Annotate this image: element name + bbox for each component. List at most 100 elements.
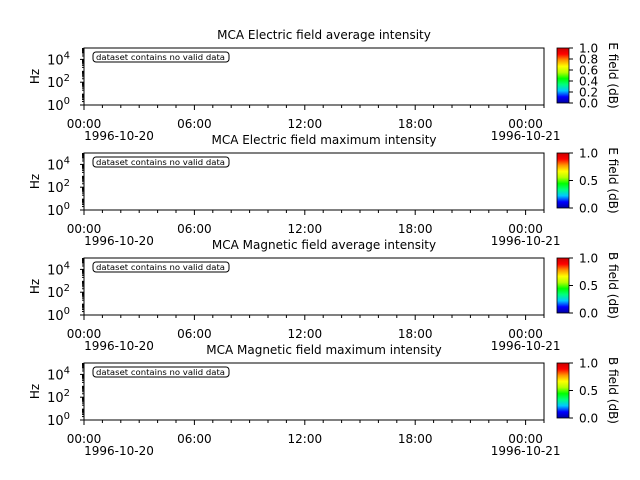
x-date-start: 1996-10-20: [84, 339, 154, 353]
x-tick-label: 18:00: [398, 117, 433, 131]
no-data-annotation: dataset contains no valid data: [92, 156, 230, 168]
x-date-start: 1996-10-20: [84, 234, 154, 248]
y-tick-exponent: 4: [64, 260, 70, 271]
annotation-box: [92, 51, 230, 63]
colorbar-tick-label: 0.5: [579, 384, 598, 398]
colorbar-label: B field (dB): [606, 357, 620, 424]
chart-title: MCA Magnetic field average intensity: [212, 238, 436, 252]
y-tick-label: 104: [47, 155, 70, 173]
y-tick-label: 100: [47, 96, 70, 114]
colorbar-label: E field (dB): [606, 147, 620, 213]
x-tick-label: 12:00: [288, 117, 323, 131]
panel-4: MCA Magnetic field maximum intensity1001…: [28, 343, 620, 458]
x-tick-label: 00:00: [67, 222, 102, 236]
annotation-text: dataset contains no valid data: [96, 368, 225, 377]
y-tick-label: 104: [47, 50, 70, 68]
colorbar-tick-label: 0.0: [579, 202, 598, 216]
colorbar-tick-label: 0.5: [579, 279, 598, 293]
colorbar: [557, 363, 569, 418]
colorbar-frame: [556, 47, 570, 104]
y-tick-exponent: 2: [64, 73, 70, 84]
y-axis-label: Hz: [28, 69, 42, 84]
x-tick-label: 18:00: [398, 432, 433, 446]
y-tick-exponent: 0: [64, 96, 70, 107]
colorbar: [557, 153, 569, 208]
x-tick-label: 12:00: [288, 222, 323, 236]
y-tick-exponent: 0: [64, 201, 70, 212]
y-axis-label: Hz: [28, 279, 42, 294]
y-axis-label: Hz: [28, 174, 42, 189]
y-tick-label: 104: [47, 260, 70, 278]
y-tick-base: 10: [47, 263, 64, 278]
y-tick-label: 100: [47, 306, 70, 324]
y-tick-exponent: 4: [64, 155, 70, 166]
x-tick-label: 06:00: [177, 327, 212, 341]
x-date-end: 1996-10-21: [491, 129, 561, 143]
y-tick-base: 10: [47, 53, 64, 68]
annotation-text: dataset contains no valid data: [96, 53, 225, 62]
x-date-start: 1996-10-20: [84, 129, 154, 143]
x-tick-label: 18:00: [398, 222, 433, 236]
y-tick-base: 10: [47, 391, 64, 406]
x-tick-label: 00:00: [508, 222, 543, 236]
colorbar-tick-label: 1.0: [579, 147, 598, 161]
colorbar-tick-label: 1.0: [579, 357, 598, 371]
x-tick-label: 00:00: [67, 327, 102, 341]
y-tick-exponent: 2: [64, 388, 70, 399]
annotation-text: dataset contains no valid data: [96, 263, 225, 272]
x-tick-label: 00:00: [67, 117, 102, 131]
y-tick-base: 10: [47, 158, 64, 173]
annotation-text: dataset contains no valid data: [96, 158, 225, 167]
y-axis-label: Hz: [28, 384, 42, 399]
y-tick-label: 102: [47, 388, 70, 406]
x-tick-label: 06:00: [177, 222, 212, 236]
colorbar-tick-label: 0.0: [579, 97, 598, 111]
y-tick-base: 10: [47, 368, 64, 383]
x-tick-label: 00:00: [508, 432, 543, 446]
colorbar-tick-label: 1.0: [579, 42, 598, 56]
colorbar-tick-label: 0.0: [579, 307, 598, 321]
y-tick-exponent: 0: [64, 306, 70, 317]
y-tick-base: 10: [47, 414, 64, 429]
y-tick-label: 100: [47, 411, 70, 429]
y-tick-base: 10: [47, 181, 64, 196]
colorbar-tick-label: 0.8: [579, 53, 598, 67]
y-tick-base: 10: [47, 309, 64, 324]
colorbar-tick-label: 0.0: [579, 412, 598, 426]
annotation-box: [92, 156, 230, 168]
x-tick-label: 06:00: [177, 117, 212, 131]
colorbar-tick-label: 0.6: [579, 64, 598, 78]
colorbar: [557, 258, 569, 313]
y-tick-label: 100: [47, 201, 70, 219]
no-data-annotation: dataset contains no valid data: [92, 366, 230, 378]
y-tick-label: 102: [47, 73, 70, 91]
y-tick-base: 10: [47, 99, 64, 114]
chart-title: MCA Electric field maximum intensity: [211, 133, 436, 147]
x-tick-label: 00:00: [508, 327, 543, 341]
annotation-box: [92, 366, 230, 378]
y-tick-exponent: 4: [64, 365, 70, 376]
y-tick-base: 10: [47, 286, 64, 301]
x-date-start: 1996-10-20: [84, 444, 154, 458]
no-data-annotation: dataset contains no valid data: [92, 261, 230, 273]
y-tick-label: 102: [47, 283, 70, 301]
panel-1: MCA Electric field average intensity1001…: [28, 28, 620, 143]
colorbar-tick-label: 1.0: [579, 252, 598, 266]
x-tick-label: 00:00: [508, 117, 543, 131]
chart-title: MCA Electric field average intensity: [217, 28, 431, 42]
y-tick-base: 10: [47, 76, 64, 91]
colorbar-tick-label: 0.2: [579, 86, 598, 100]
no-data-annotation: dataset contains no valid data: [92, 51, 230, 63]
x-date-end: 1996-10-21: [491, 339, 561, 353]
x-tick-label: 12:00: [288, 327, 323, 341]
y-tick-exponent: 4: [64, 50, 70, 61]
x-date-end: 1996-10-21: [491, 234, 561, 248]
chart-title: MCA Magnetic field maximum intensity: [206, 343, 442, 357]
x-tick-label: 18:00: [398, 327, 433, 341]
annotation-box: [92, 261, 230, 273]
colorbar-label: B field (dB): [606, 252, 620, 319]
y-tick-exponent: 2: [64, 283, 70, 294]
x-tick-label: 12:00: [288, 432, 323, 446]
x-tick-label: 00:00: [67, 432, 102, 446]
